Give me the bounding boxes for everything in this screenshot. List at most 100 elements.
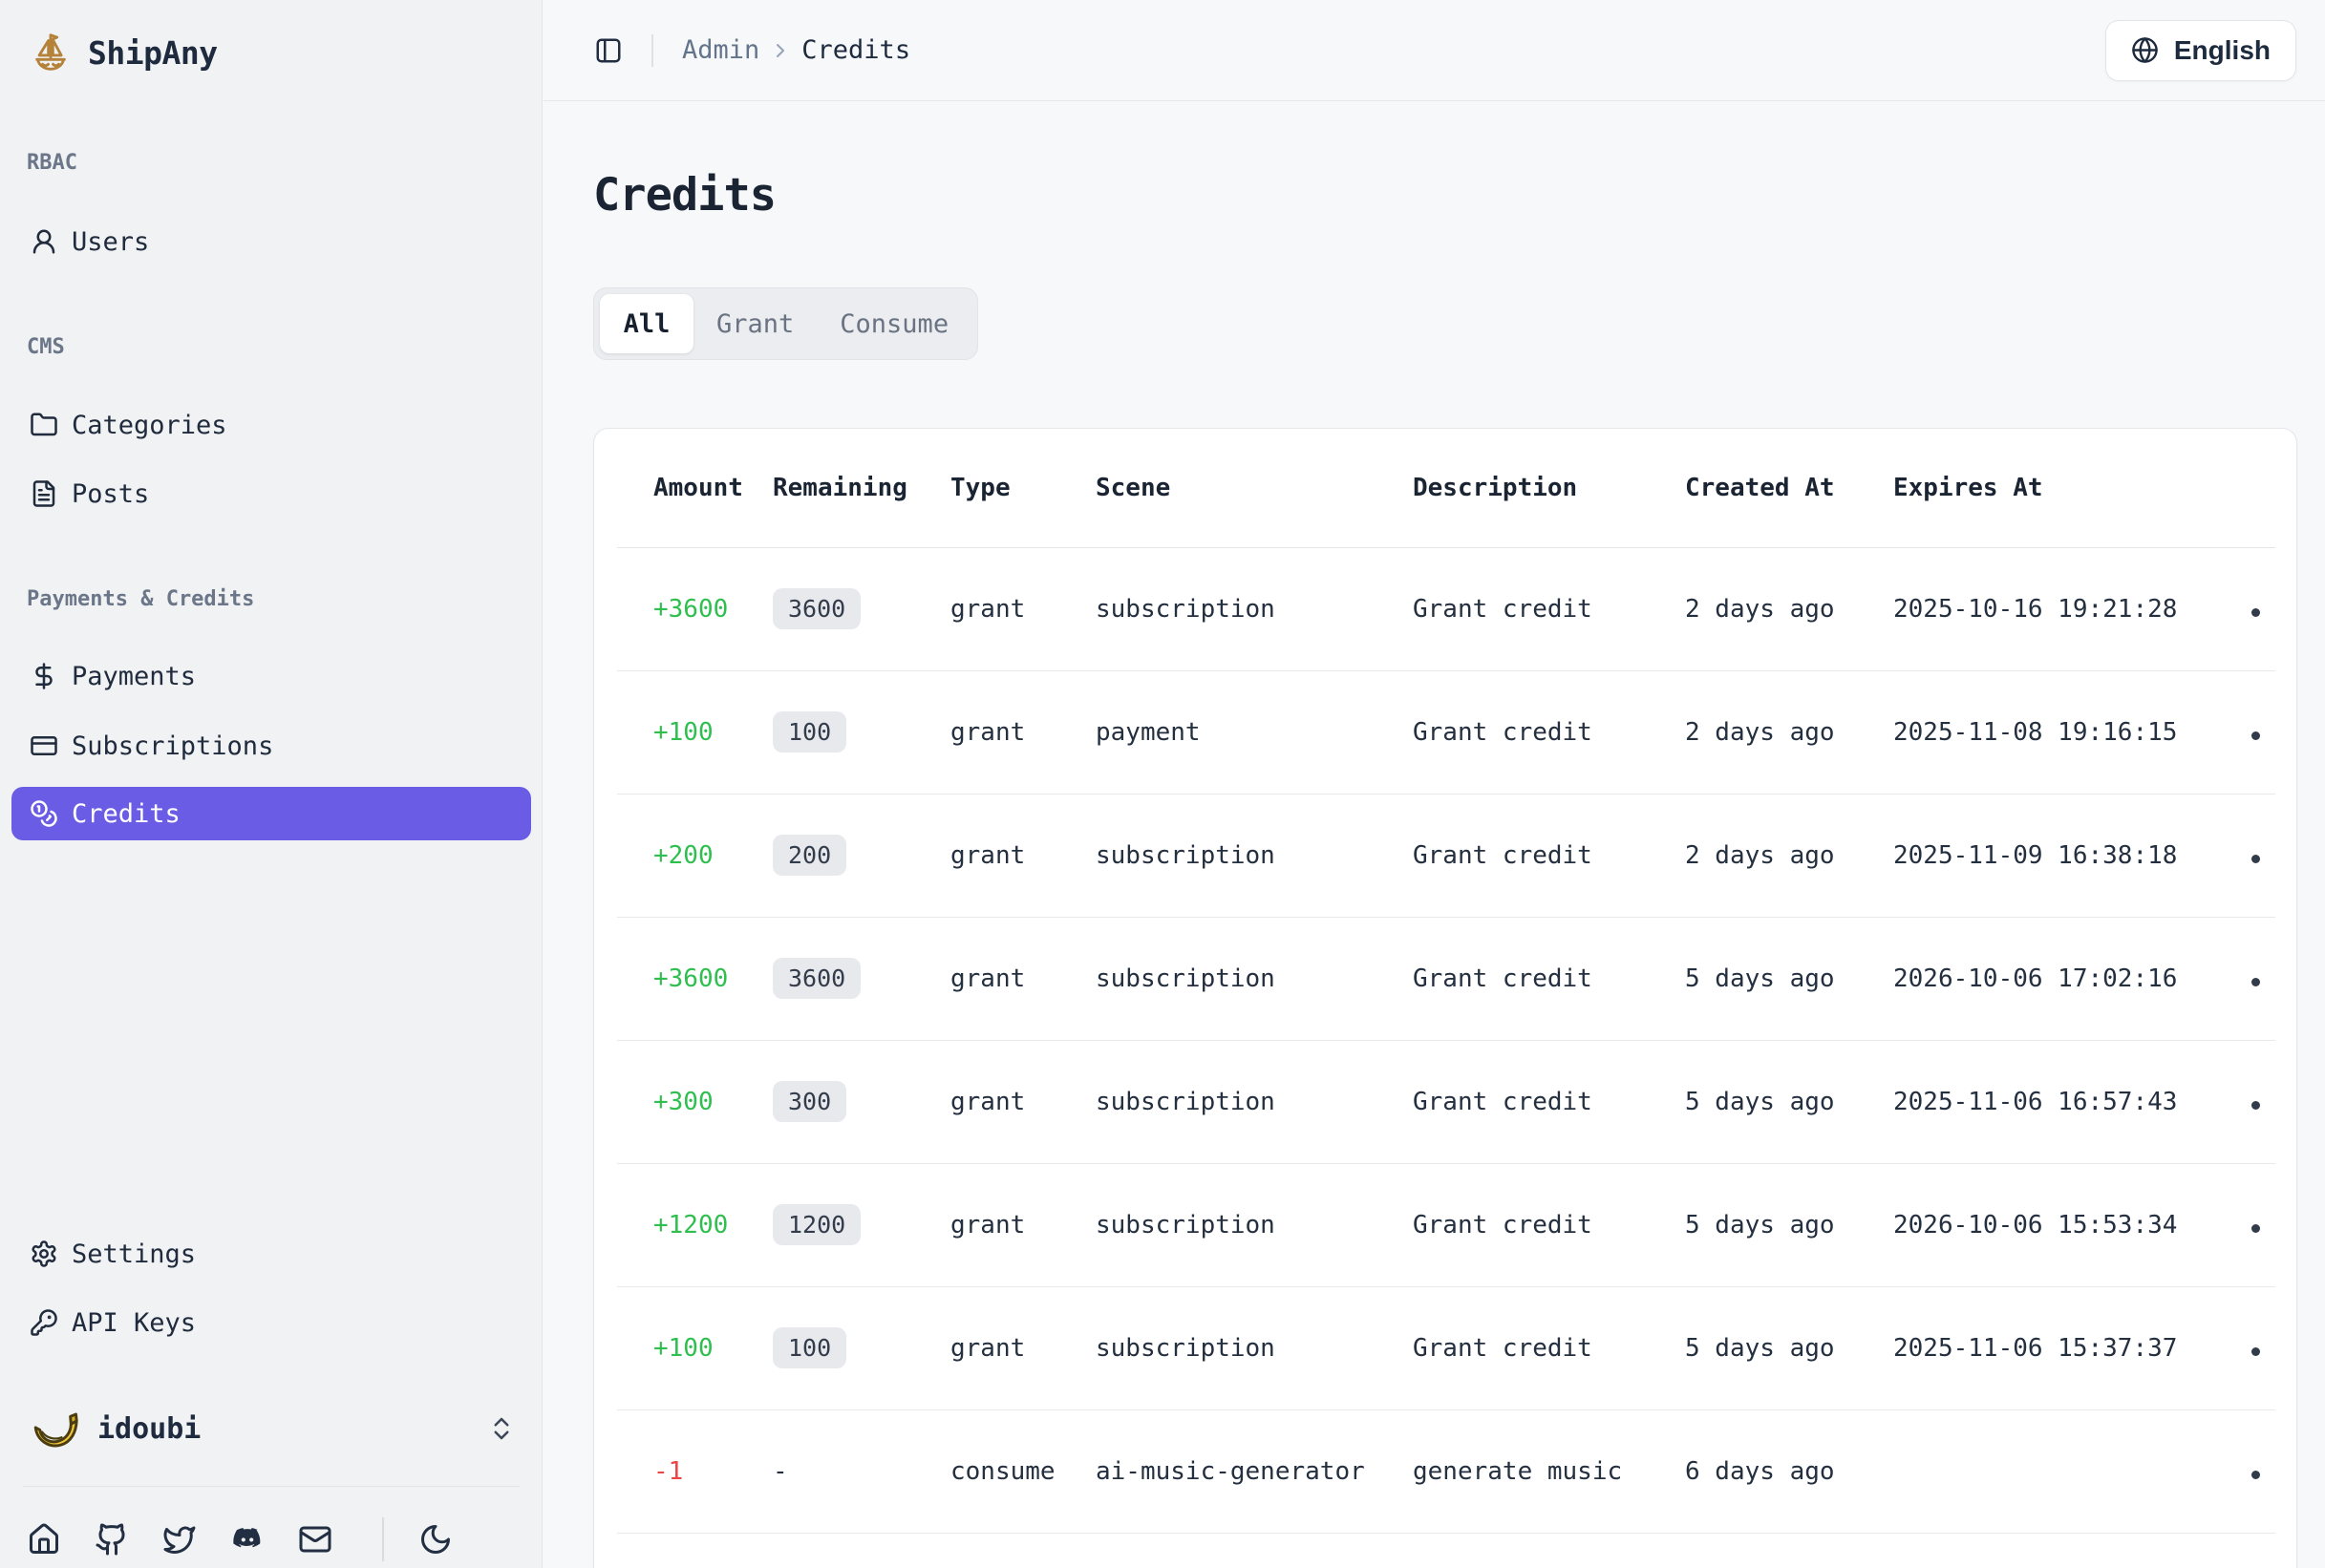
remaining-badge: 300	[773, 1081, 847, 1122]
type-value: grant	[950, 1087, 1026, 1116]
created-at-value: 5 days ago	[1685, 1210, 1835, 1240]
sidebar-footer	[27, 1516, 516, 1562]
amount-value: +3600	[653, 594, 729, 624]
created-at-value: 5 days ago	[1685, 1087, 1835, 1116]
col-expires-at: Expires At	[1893, 429, 2228, 548]
globe-icon	[2132, 37, 2158, 63]
page-title: Credits	[593, 169, 777, 222]
row-menu-dot[interactable]	[2251, 1470, 2260, 1479]
dollar-sign-icon	[35, 663, 53, 689]
scene-value: subscription	[1096, 964, 1275, 993]
github-icon[interactable]	[95, 1522, 129, 1557]
col-created-at: Created At	[1685, 429, 1893, 548]
scene-value: subscription	[1096, 1210, 1275, 1240]
app-logo[interactable]: ShipAny	[29, 31, 218, 74]
type-value: consume	[950, 1456, 1056, 1486]
row-menu-dot[interactable]	[2251, 854, 2260, 863]
panel-left-icon[interactable]	[594, 36, 623, 65]
sidebar-item-label: Settings	[72, 1239, 197, 1269]
sidebar-item-label: Subscriptions	[72, 731, 274, 761]
amount-value: +300	[653, 1087, 714, 1116]
sidebar-item-subscriptions[interactable]: Subscriptions	[11, 719, 531, 773]
col-actions	[2228, 429, 2275, 548]
sidebar-item-payments[interactable]: Payments	[11, 649, 531, 703]
amount-value: +100	[653, 717, 714, 747]
user-menu[interactable]: idoubi	[11, 1398, 531, 1459]
expires-at-value: 2025-11-09 16:38:18	[1893, 840, 2178, 870]
row-menu-dot[interactable]	[2251, 1346, 2260, 1356]
description-value: Grant credit	[1413, 594, 1592, 624]
col-type: Type	[950, 429, 1096, 548]
coins-icon	[31, 800, 57, 827]
tab-grant[interactable]: Grant	[716, 308, 795, 339]
col-remaining: Remaining	[773, 429, 950, 548]
discord-icon[interactable]	[230, 1522, 265, 1557]
col-amount: Amount	[617, 429, 773, 548]
description-value: Grant credit	[1413, 964, 1592, 993]
row-menu-dot[interactable]	[2251, 731, 2260, 740]
app-name: ShipAny	[88, 33, 218, 72]
chevrons-up-down-icon	[494, 1417, 509, 1440]
section-label-cms: CMS	[27, 335, 65, 359]
table-header-row: Amount Remaining Type Scene Description …	[617, 429, 2275, 548]
key-icon	[31, 1309, 57, 1336]
scene-value: subscription	[1096, 594, 1275, 624]
remaining-badge: 100	[773, 711, 847, 752]
section-label-payments-credits: Payments & Credits	[27, 587, 255, 611]
description-value: Grant credit	[1413, 717, 1592, 747]
table-row: +100 100 grant payment Grant credit 2 da…	[617, 670, 2275, 795]
sidebar-item-credits[interactable]: Credits	[11, 787, 531, 840]
tab-consume[interactable]: Consume	[840, 308, 949, 339]
col-description: Description	[1413, 429, 1685, 548]
row-menu-dot[interactable]	[2251, 1223, 2260, 1233]
created-at-value: 2 days ago	[1685, 717, 1835, 747]
sidebar-item-label: Categories	[72, 410, 227, 440]
type-value: grant	[950, 594, 1026, 624]
scene-value: payment	[1096, 717, 1201, 747]
scene-value: subscription	[1096, 1087, 1275, 1116]
row-menu-dot[interactable]	[2251, 1100, 2260, 1110]
expires-at-value: 2025-11-06 15:37:37	[1893, 1333, 2178, 1363]
amount-value: +1200	[653, 1210, 729, 1240]
description-value: Grant credit	[1413, 1087, 1592, 1116]
sidebar-item-users[interactable]: Users	[11, 215, 531, 268]
file-text-icon	[32, 480, 55, 507]
sailboat-icon	[35, 33, 66, 71]
sidebar-item-categories[interactable]: Categories	[11, 398, 531, 452]
table-row: +1200 1200 grant subscription Grant cred…	[617, 1163, 2275, 1287]
amount-value: +3600	[653, 964, 729, 993]
scene-value: ai-music-generator	[1096, 1456, 1365, 1486]
mail-icon[interactable]	[298, 1522, 332, 1557]
row-menu-dot[interactable]	[2251, 977, 2260, 986]
sidebar-item-api-keys[interactable]: API Keys	[11, 1296, 531, 1349]
sidebar-item-label: Payments	[72, 661, 197, 691]
credits-table: Amount Remaining Type Scene Description …	[617, 429, 2275, 1534]
footer-divider	[382, 1517, 384, 1561]
sidebar-item-settings[interactable]: Settings	[11, 1227, 531, 1281]
type-value: grant	[950, 1333, 1026, 1363]
user-icon	[32, 229, 55, 254]
home-icon[interactable]	[27, 1522, 61, 1557]
user-name: idoubi	[97, 1411, 202, 1446]
twitter-icon[interactable]	[162, 1522, 197, 1557]
filter-tabs: All Grant Consume	[593, 287, 979, 360]
moon-icon[interactable]	[418, 1522, 453, 1557]
expires-at-value: 2026-10-06 17:02:16	[1893, 964, 2178, 993]
sidebar-item-label: Posts	[72, 478, 150, 509]
type-value: grant	[950, 840, 1026, 870]
topbar-divider	[651, 33, 653, 67]
description-value: generate music	[1413, 1456, 1623, 1486]
table-row: +3600 3600 grant subscription Grant cred…	[617, 547, 2275, 671]
breadcrumb: Admin Credits	[682, 35, 910, 65]
amount-value: +200	[653, 840, 714, 870]
breadcrumb-admin[interactable]: Admin	[682, 35, 760, 65]
amount-value: -1	[653, 1456, 684, 1486]
description-value: Grant credit	[1413, 1333, 1592, 1363]
created-at-value: 5 days ago	[1685, 964, 1835, 993]
tab-all[interactable]: All	[600, 294, 693, 353]
row-menu-dot[interactable]	[2251, 607, 2260, 617]
sidebar-item-posts[interactable]: Posts	[11, 467, 531, 520]
language-button[interactable]: English	[2104, 19, 2296, 81]
sidebar: ShipAny RBAC Users CMS Categories Posts …	[0, 0, 543, 1568]
created-at-value: 6 days ago	[1685, 1456, 1835, 1486]
